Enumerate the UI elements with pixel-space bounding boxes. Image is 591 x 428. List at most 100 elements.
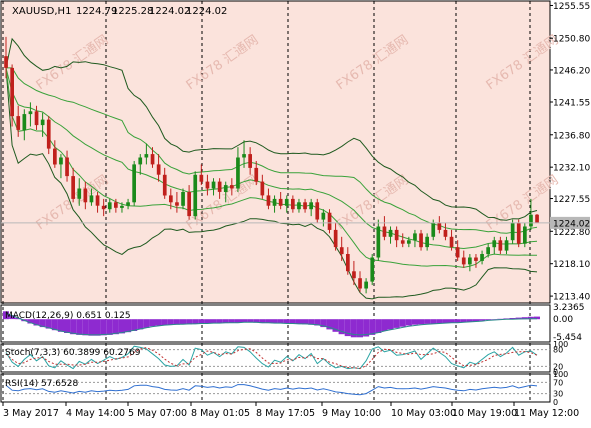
rsi-tick-label-0: 100 [553,370,568,379]
macd-signal-line [5,312,538,336]
candle-body-67 [413,233,417,241]
candle-body-28 [175,202,179,206]
macd-bar-83 [509,318,516,320]
candle-body-12 [77,188,82,199]
macd-bar-47 [289,319,296,324]
candle-body-78 [480,254,484,261]
candle-body-40 [248,154,252,168]
candle-body-60 [370,257,375,282]
macd-bar-8 [51,319,58,331]
macd-bar-75 [460,319,467,323]
rsi-line [5,384,538,396]
macd-bar-31 [192,319,199,324]
candle-body-56 [346,254,350,272]
last-price-label: 1224.02 [553,219,590,229]
macd-bar-48 [295,319,302,324]
macd-bar-68 [418,319,425,325]
macd-tick-label-2: -5.454 [553,333,582,343]
x-tick-label-0: 3 May 2017 [3,408,59,419]
y-tick-label-5: 1232.10 [553,164,590,174]
macd-bar-70 [430,319,437,324]
y-tick-label-8: 1218.10 [553,260,590,270]
bollinger-bands [5,37,538,300]
macd-bar-74 [454,319,461,323]
macd-bar-43 [265,319,272,324]
candle-body-11 [71,176,75,199]
candle-body-3 [22,114,27,130]
candle-body-84 [516,223,521,244]
candle-body-57 [352,271,356,279]
candle-body-34 [211,181,216,189]
candle-body-47 [291,198,295,210]
macd-bar-20 [125,319,132,333]
macd-bar-2 [15,318,22,320]
candle-body-49 [303,202,307,210]
macd-bar-81 [497,318,504,320]
ohlc-open: 1224.79 [76,6,117,17]
macd-bar-29 [179,319,186,325]
candle-body-73 [449,236,454,248]
candle-body-51 [315,202,320,220]
candle-body-66 [407,240,411,244]
macd-bar-6 [39,319,46,328]
rsi-label: RSI(14) 57.6528 [5,379,78,389]
candle-body-48 [297,202,301,210]
macd-bar-63 [387,319,394,330]
candle-body-25 [156,164,161,175]
candle-body-6 [40,119,45,126]
candle-body-42 [260,181,265,196]
candle-body-0 [4,56,8,68]
candles [1,36,550,294]
candle-body-71 [437,223,442,230]
macd-bar-44 [271,319,278,324]
macd-bar-58 [356,319,363,338]
candle-body-10 [65,157,69,177]
macd-bar-73 [448,319,455,323]
candle-body-39 [242,154,246,158]
macd-bar-60 [369,319,376,335]
candle-body-8 [53,148,57,165]
candle-body-77 [474,257,478,261]
candle-body-19 [120,205,124,208]
panels [0,0,551,403]
macd-bar-71 [436,319,443,324]
macd-bar-86 [527,316,534,320]
stoch-panel [1,345,550,370]
candle-body-36 [223,185,228,192]
macd-bar-33 [204,319,211,324]
bb-outer-upper [5,37,538,221]
candle-body-82 [504,240,509,251]
candle-body-29 [181,192,185,206]
candle-body-15 [95,195,100,206]
bb-outer-lower [5,67,538,300]
x-tick-label-7: 10 May 19:00 [452,408,517,419]
macd-bar-87 [533,316,540,320]
macd-bar-45 [277,319,284,324]
candle-body-72 [443,229,448,237]
candle-body-85 [523,226,527,244]
candle-body-41 [254,167,259,182]
macd-tick-label-1: 0.00 [553,315,573,325]
candle-body-63 [388,229,393,237]
macd-bar-19 [118,319,125,334]
candle-body-76 [468,257,472,265]
y-tick-label-7: 1222.80 [553,228,590,238]
macd-bar-62 [381,319,388,331]
candle-body-2 [16,116,21,130]
macd-bar-36 [222,319,229,324]
candle-body-45 [278,198,283,206]
macd-bar-21 [131,319,138,331]
rsi-tick-label-2: 30 [553,390,563,399]
candle-body-70 [431,223,436,237]
candle-body-37 [230,185,234,189]
candle-body-22 [138,157,143,165]
macd-bar-14 [88,319,95,336]
macd-bar-1 [9,315,16,320]
macd-bar-84 [515,317,522,320]
candle-body-5 [34,111,39,126]
stoch-tick-label-2: 20 [553,362,563,371]
candle-body-64 [394,229,399,241]
macd-bar-17 [106,319,113,335]
rsi-panel-frame [0,373,551,403]
